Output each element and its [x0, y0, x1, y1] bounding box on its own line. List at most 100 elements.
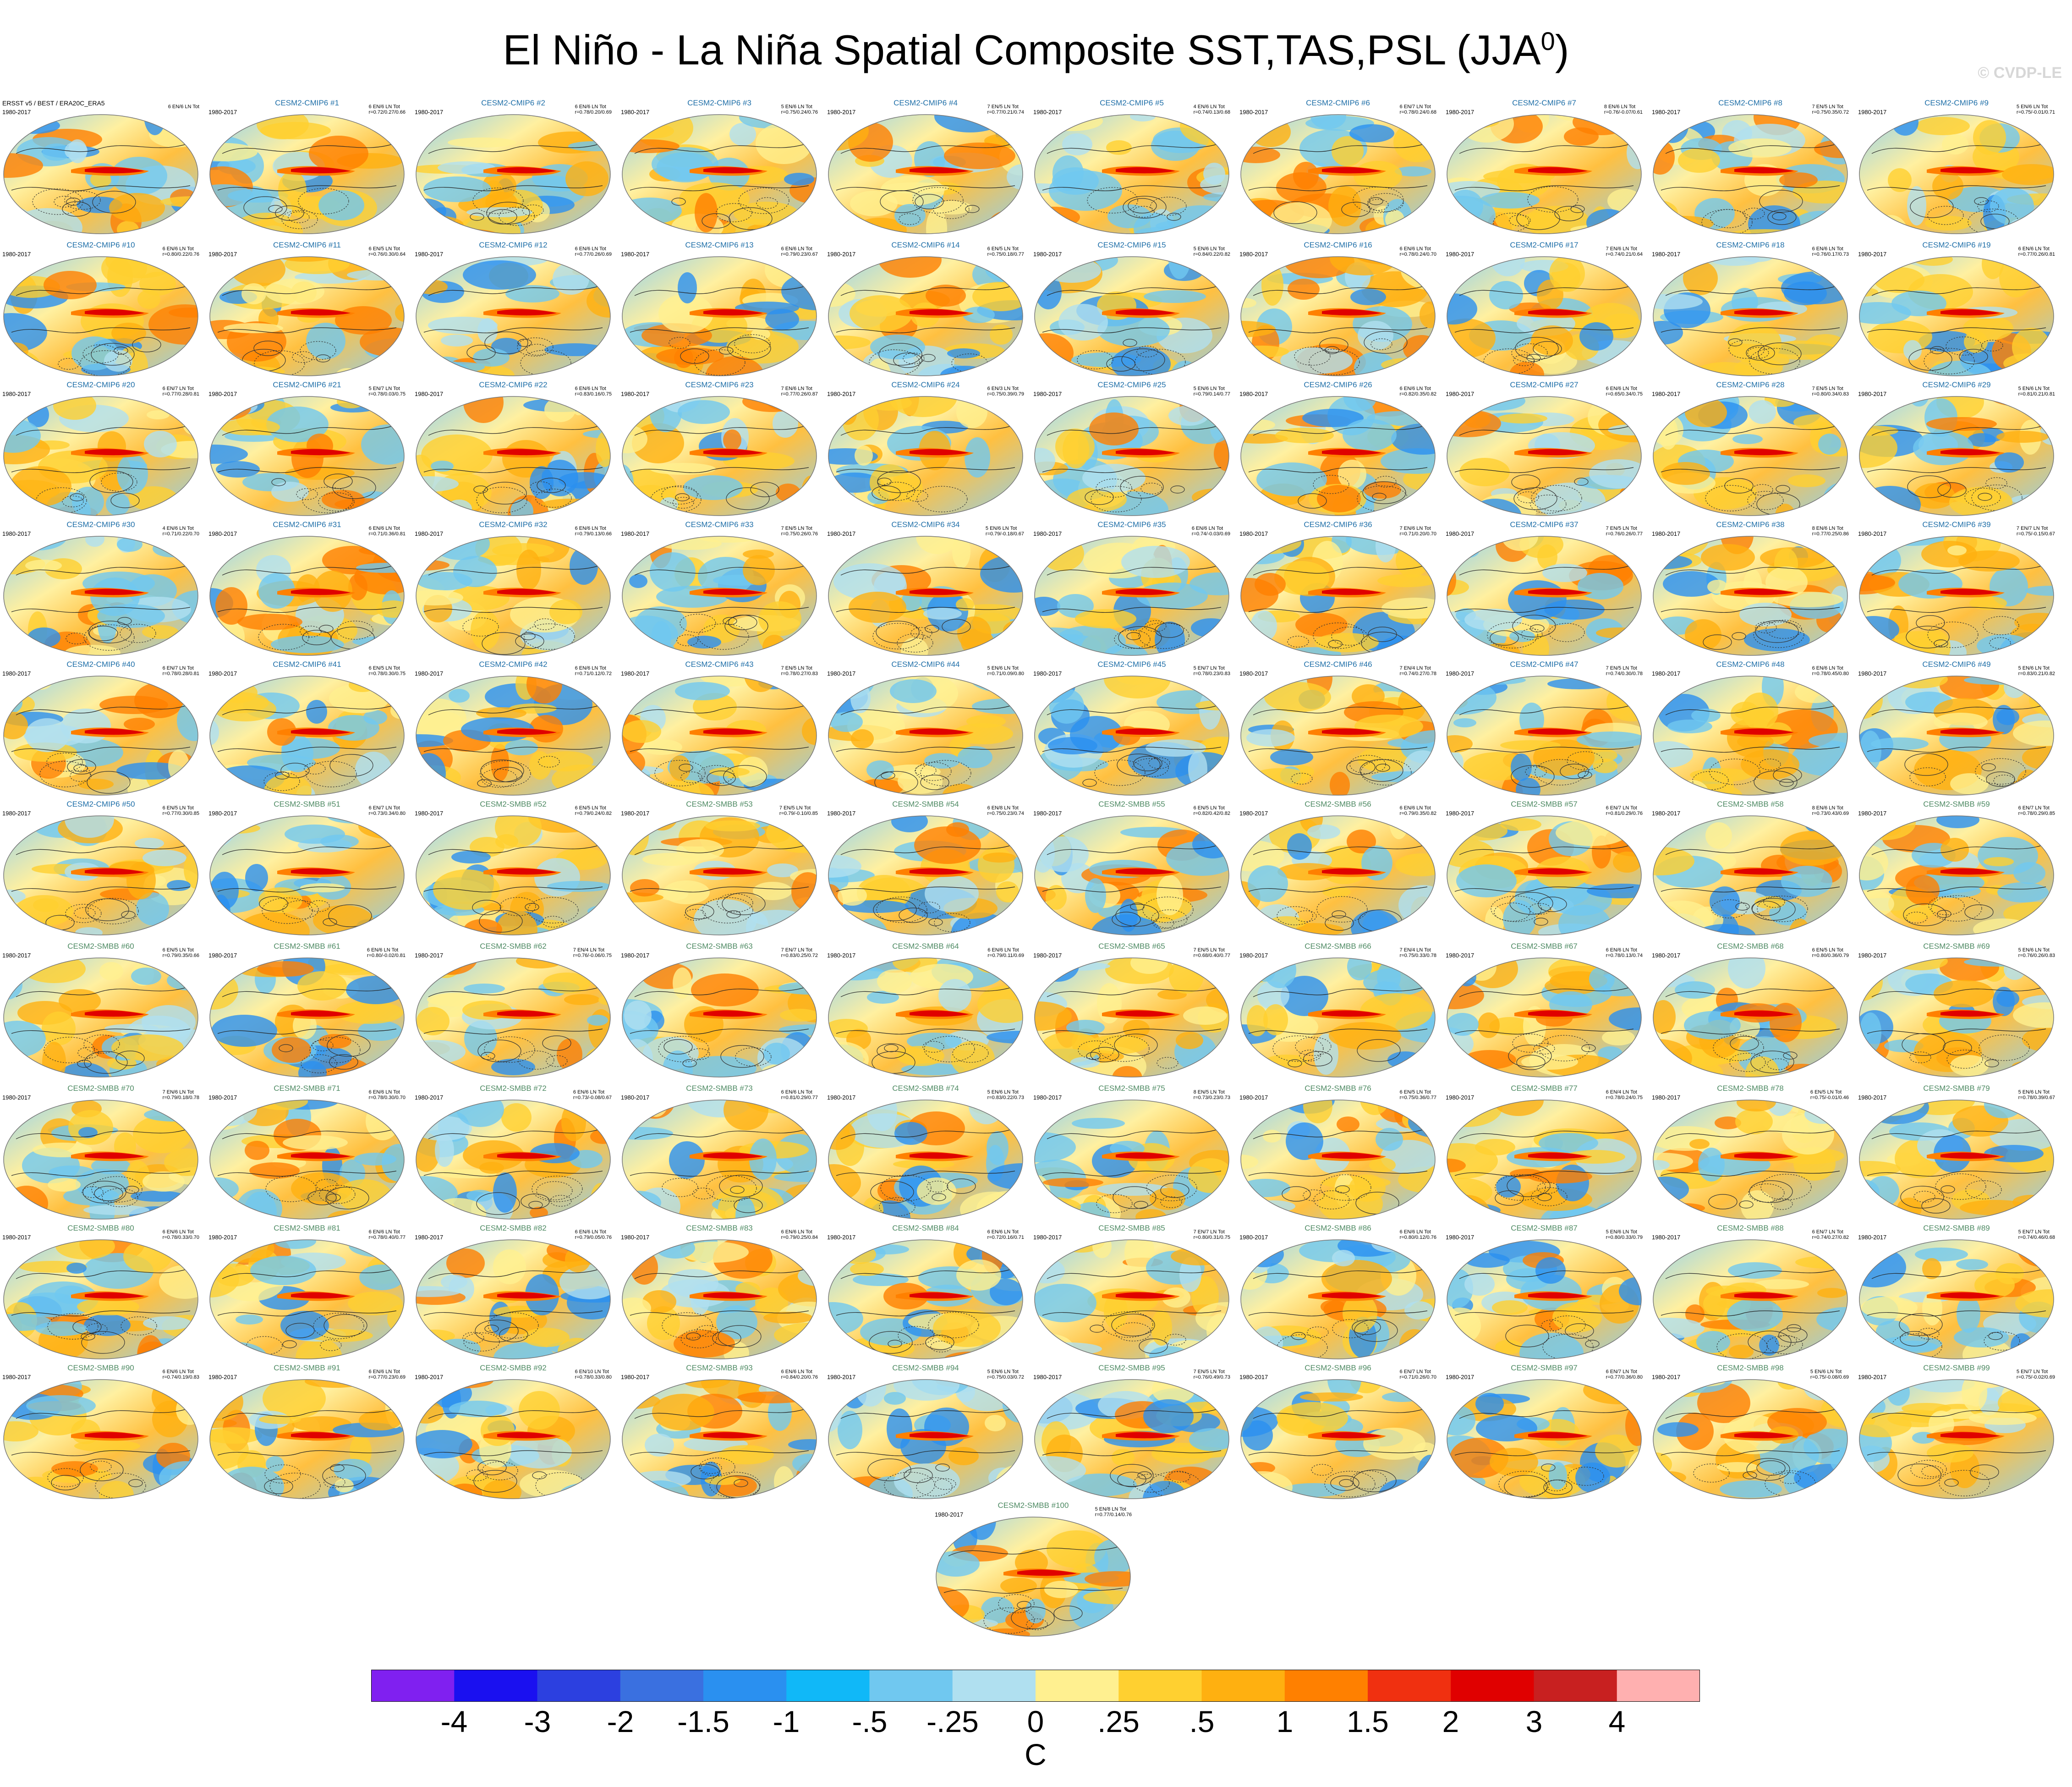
panel-stats: 6 EN/6 LN Tot r=0.79/0.25/0.84: [781, 1229, 818, 1240]
panel-stats: 6 EN/5 LN Tot r=0.79/0.24/0.82: [575, 805, 612, 816]
colorbar-tick-label: 1: [1276, 1705, 1294, 1738]
panel-stats: 5 EN/6 LN Tot r=0.75/-0.08/0.69: [1810, 1369, 1849, 1380]
panel-title: CESM2-SMBB #85: [1098, 1224, 1165, 1232]
map-panel: 1980-2017 CESM2-SMBB #92 6 EN/10 LN Tot r=…: [415, 1364, 612, 1501]
map-panel: 1980-2017 CESM2-SMBB #95 7 EN/5 LN Tot r=0…: [1033, 1364, 1230, 1501]
panel-stats: 6 EN/6 LN Tot r=0.72/0.27/0.66: [368, 104, 406, 115]
map-panel: 1980-2017 CESM2-CMIP6 #1 6 EN/6 LN Tot r=0…: [208, 99, 406, 236]
panel-stats: 6 EN/7 LN Tot r=0.78/0.28/0.81: [162, 665, 199, 676]
panel-stats: 7 EN/5 LN Tot r=0.68/0.40/0.77: [1193, 947, 1230, 958]
panel-stats: 6 EN/5 LN Tot r=0.78/0.30/0.75: [368, 665, 406, 676]
map-ellipse: [1859, 1100, 2054, 1220]
panel-stats: 5 EN/8 LN Tot r=0.77/0.14/0.76: [1095, 1507, 1132, 1518]
map-panel: 1980-2017 CESM2-CMIP6 #33 7 EN/5 LN Tot r=…: [621, 520, 818, 658]
panel-stats: 5 EN/6 LN Tot r=0.84/0.22/0.82: [1193, 246, 1230, 257]
panel-stats: 6 EN/5 LN Tot r=0.80/0.36/0.79: [1812, 947, 1849, 958]
map-ellipse: [1034, 815, 1229, 935]
map-ellipse: [1859, 536, 2054, 656]
map-panel: 1980-2017 CESM2-CMIP6 #9 5 EN/6 LN Tot r=0…: [1858, 99, 2055, 236]
panel-stats: 7 EN/5 LN Tot r=0.77/0.21/0.74: [987, 104, 1024, 115]
panel-title: CESM2-SMBB #82: [480, 1224, 547, 1232]
panel-stats: 6 EN/6 LN Tot r=0.78/0.40/0.77: [368, 1229, 406, 1240]
panel-years: 1980-2017: [621, 251, 650, 258]
panel-stats: 5 EN/7 LN Tot r=0.75/-0.02/0.69: [2016, 1369, 2055, 1380]
panel-stats: 6 EN/5 LN Tot r=0.76/0.30/0.64: [368, 246, 406, 257]
map-ellipse: [3, 676, 198, 796]
panel-stats: 5 EN/6 LN Tot r=0.79/0.14/0.77: [1193, 386, 1230, 397]
map-ellipse: [1034, 957, 1229, 1078]
panel-years: 1980-2017: [2, 1374, 31, 1380]
panel-stats: 7 EN/4 LN Tot r=0.74/0.27/0.78: [1399, 665, 1436, 676]
map-panel: 1980-2017 CESM2-CMIP6 #31 6 EN/6 LN Tot r=…: [208, 520, 406, 658]
panel-years: 1980-2017: [1239, 952, 1268, 959]
map-panel: 1980-2017 CESM2-CMIP6 #48 6 EN/6 LN Tot r=…: [1652, 660, 1849, 797]
panel-years: 1980-2017: [208, 670, 237, 677]
panel-title: CESM2-CMIP6 #21: [273, 380, 341, 389]
panel-title: CESM2-CMIP6 #49: [1922, 660, 1991, 669]
map-ellipse: [3, 1239, 198, 1359]
panel-title: CESM2-SMBB #64: [892, 942, 959, 951]
map-panel: 1980-2017 CESM2-SMBB #85 7 EN/7 LN Tot r=0…: [1033, 1224, 1230, 1361]
panel-title: CESM2-SMBB #66: [1305, 942, 1371, 951]
map-ellipse: [622, 396, 817, 516]
panel-title: CESM2-CMIP6 #2: [481, 99, 545, 107]
panel-years: 1980-2017: [1858, 251, 1887, 258]
panel-title: CESM2-CMIP6 #45: [1097, 660, 1166, 669]
panel-stats: 7 EN/5 LN Tot r=0.76/0.49/0.73: [1193, 1369, 1230, 1380]
panel-stats: 6 EN/7 LN Tot r=0.78/0.24/0.68: [1399, 104, 1436, 115]
map-ellipse: [1447, 256, 1642, 376]
panel-years: 1980-2017: [1858, 1374, 1887, 1380]
panel-title: CESM2-SMBB #70: [67, 1084, 134, 1093]
panel-title: CESM2-CMIP6 #42: [479, 660, 548, 669]
panel-stats: 5 EN/7 LN Tot r=0.78/0.23/0.83: [1193, 665, 1230, 676]
map-panel: 1980-2017 CESM2-CMIP6 #38 8 EN/6 LN Tot r=…: [1652, 520, 1849, 658]
panel-years: 1980-2017: [208, 390, 237, 397]
panel-years: 1980-2017: [415, 390, 444, 397]
panel-title: CESM2-SMBB #58: [1717, 800, 1784, 808]
panel-stats: 6 EN/6 LN Tot r=0.78/0.45/0.80: [1812, 665, 1849, 676]
panel-title: CESM2-CMIP6 #3: [687, 99, 751, 107]
panel-stats: 6 EN/6 LN Tot r=0.81/0.29/0.77: [781, 1089, 818, 1100]
panel-stats: 6 EN/6 LN Tot r=0.78/0.13/0.74: [1606, 947, 1643, 958]
panel-years: 1980-2017: [208, 952, 237, 959]
panel-years: 1980-2017: [827, 1374, 856, 1380]
panel-stats: 6 EN/6 LN Tot r=0.79/0.11/0.69: [987, 947, 1024, 958]
panel-stats: 6 EN/6 LN Tot r=0.74/0.19/0.83: [162, 1369, 199, 1380]
panel-title: CESM2-SMBB #88: [1717, 1224, 1784, 1232]
map-ellipse: [1034, 1100, 1229, 1220]
map-ellipse: [622, 114, 817, 234]
map-ellipse: [622, 957, 817, 1078]
panel-title: CESM2-CMIP6 #26: [1304, 380, 1372, 389]
map-panel: 1980-2017 CESM2-SMBB #68 6 EN/5 LN Tot r=0…: [1652, 942, 1849, 1079]
panel-years: 1980-2017: [2, 109, 31, 115]
map-panel: 1980-2017 CESM2-SMBB #64 6 EN/6 LN Tot r=0…: [827, 942, 1024, 1079]
panel-years: 1980-2017: [1652, 952, 1681, 959]
map-panel: 1980-2017 CESM2-CMIP6 #3 5 EN/6 LN Tot r=0…: [621, 99, 818, 236]
panel-years: 1980-2017: [2, 530, 31, 537]
panel-years: 1980-2017: [2, 251, 31, 258]
panel-title: CESM2-CMIP6 #19: [1922, 241, 1991, 249]
panel-years: 1980-2017: [1239, 251, 1268, 258]
map-panel: 1980-2017 ERSST v5 / BEST / ERA20C_ERA5 6 …: [2, 99, 199, 236]
map-ellipse: [1653, 1100, 1848, 1220]
map-ellipse: [1240, 1100, 1436, 1220]
panel-stats: 6 EN/5 LN Tot r=0.82/0.42/0.82: [1193, 805, 1230, 816]
panel-stats: 5 EN/6 LN Tot r=0.83/0.21/0.82: [2018, 665, 2055, 676]
panel-stats: 6 EN/6 LN Tot r=0.79/0.23/0.67: [781, 246, 818, 257]
panel-title: CESM2-CMIP6 #48: [1716, 660, 1785, 669]
panel-years: 1980-2017: [208, 109, 237, 115]
colorbar-tick-label: 0: [1027, 1705, 1044, 1738]
panel-years: 1980-2017: [1858, 390, 1887, 397]
panel-years: 1980-2017: [1033, 810, 1062, 817]
panel-years: 1980-2017: [1858, 952, 1887, 959]
panel-title: CESM2-CMIP6 #28: [1716, 380, 1785, 389]
panel-years: 1980-2017: [1652, 109, 1681, 115]
panel-title: CESM2-SMBB #98: [1717, 1364, 1784, 1372]
map-ellipse: [1653, 114, 1848, 234]
panel-stats: 6 EN/6 LN Tot r=0.65/0.34/0.75: [1606, 386, 1643, 397]
panel-years: 1980-2017: [1858, 810, 1887, 817]
panel-years: 1980-2017: [1033, 1094, 1062, 1101]
map-panel: 1980-2017 CESM2-CMIP6 #20 6 EN/7 LN Tot r=…: [2, 380, 199, 518]
map-panel: 1980-2017 CESM2-SMBB #91 6 EN/6 LN Tot r=0…: [208, 1364, 406, 1501]
panel-stats: 5 EN/7 LN Tot r=0.78/0.03/0.75: [368, 386, 406, 397]
